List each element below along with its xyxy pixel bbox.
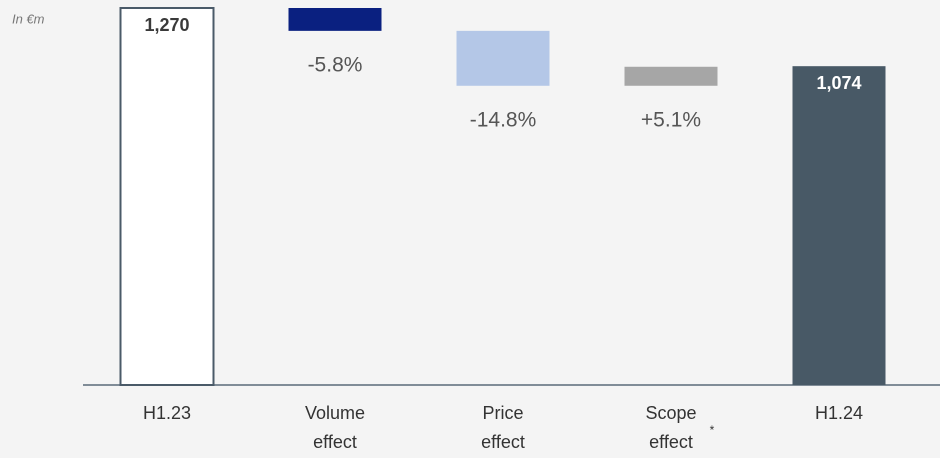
x-tick-label: Scope xyxy=(645,403,696,423)
value-label: 1,270 xyxy=(144,15,189,35)
bar xyxy=(624,66,718,86)
x-tick-label: Price xyxy=(482,403,523,423)
change-label: -14.8% xyxy=(470,108,537,131)
bar xyxy=(456,30,550,86)
bar xyxy=(792,66,886,385)
bar xyxy=(119,7,215,386)
x-tick-label: H1.23 xyxy=(143,403,191,423)
change-label: -5.8% xyxy=(308,53,363,76)
change-label: +5.1% xyxy=(641,108,701,131)
unit-label: In €m xyxy=(12,11,45,26)
x-tick-label: Volume xyxy=(305,403,365,423)
footnote-mark: * xyxy=(710,423,715,437)
value-label: 1,074 xyxy=(816,73,861,93)
x-tick-label: H1.24 xyxy=(815,403,863,423)
bar xyxy=(288,8,382,31)
x-tick-label: effect xyxy=(481,432,525,452)
x-tick-label: effect xyxy=(313,432,357,452)
x-tick-label: effect xyxy=(649,432,693,452)
